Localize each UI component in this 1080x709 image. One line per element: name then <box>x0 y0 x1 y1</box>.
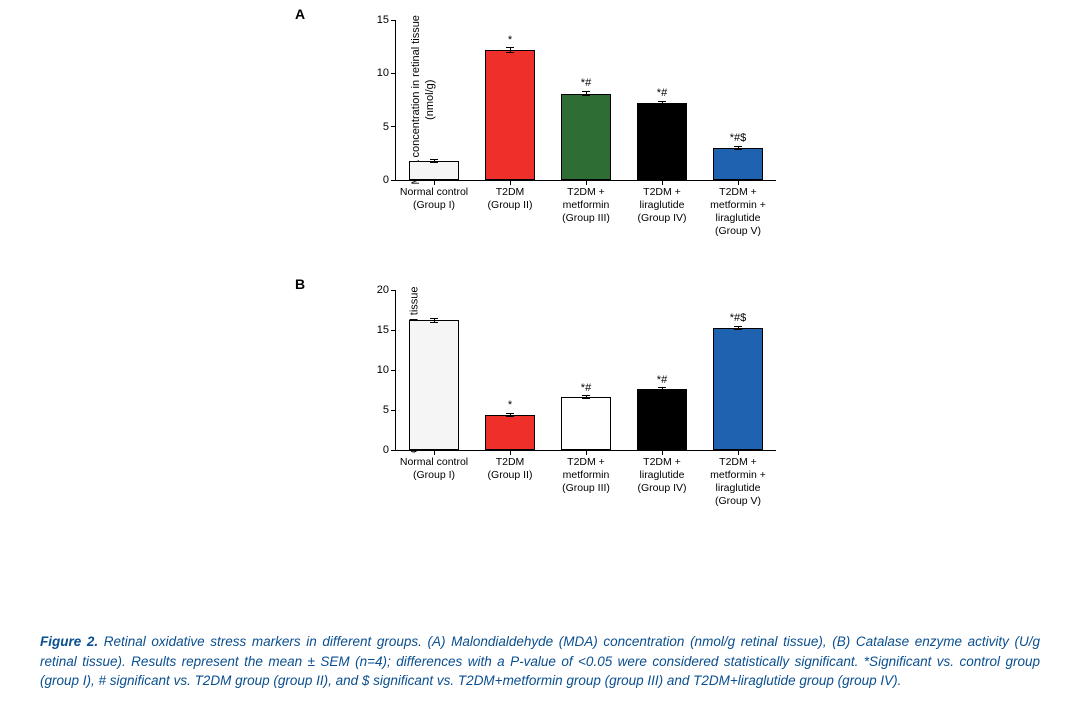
x-tick-label: T2DM +metformin(Group III) <box>562 450 610 495</box>
plot-area-a: 051015Normal control(Group I)*T2DM(Group… <box>395 20 776 181</box>
bar <box>637 389 686 450</box>
caption-lead: Figure 2. <box>40 634 98 649</box>
significance-label: *#$ <box>730 132 747 144</box>
y-tick-label: 0 <box>383 444 396 456</box>
error-cap <box>582 398 590 399</box>
significance-label: *# <box>581 382 591 394</box>
x-tick-label: Normal control(Group I) <box>400 450 468 482</box>
y-tick-label: 20 <box>377 284 396 296</box>
bar <box>485 415 534 450</box>
x-tick-label: T2DM(Group II) <box>488 450 533 482</box>
bar <box>561 94 610 180</box>
bar <box>409 161 458 180</box>
x-tick-label: T2DM +liraglutide(Group IV) <box>637 450 686 495</box>
figure-caption: Figure 2. Retinal oxidative stress marke… <box>40 632 1040 691</box>
error-cap <box>658 101 666 102</box>
error-cap <box>734 326 742 327</box>
x-tick-label: T2DM +metformin(Group III) <box>562 180 610 225</box>
error-cap <box>582 395 590 396</box>
error-cap <box>734 146 742 147</box>
caption-body: Retinal oxidative stress markers in diff… <box>40 634 1040 688</box>
bar <box>485 50 534 180</box>
error-cap <box>506 47 514 48</box>
plot-area-b: 05101520Normal control(Group I)*T2DM(Gro… <box>395 290 776 451</box>
figure-container: A MDA concentration in retinal tissue(nm… <box>0 0 1080 709</box>
panel-b: B CAT concentration in retinal tissue(nm… <box>275 270 805 560</box>
y-tick-label: 5 <box>383 121 396 133</box>
panel-letter-a: A <box>295 6 305 22</box>
error-cap <box>506 413 514 414</box>
x-tick-label: T2DM +metformin +liraglutide(Group V) <box>710 180 766 239</box>
bar <box>409 320 458 450</box>
y-tick-label: 15 <box>377 324 396 336</box>
significance-label: *# <box>657 87 667 99</box>
x-tick-label: Normal control(Group I) <box>400 180 468 212</box>
bar <box>713 328 762 450</box>
x-tick-label: T2DM(Group II) <box>488 180 533 212</box>
y-tick-label: 15 <box>377 14 396 26</box>
bar <box>561 397 610 450</box>
panel-a: A MDA concentration in retinal tissue(nm… <box>275 0 805 260</box>
error-cap <box>734 149 742 150</box>
x-tick-label: T2DM +liraglutide(Group IV) <box>637 180 686 225</box>
x-tick-label: T2DM +metformin +liraglutide(Group V) <box>710 450 766 509</box>
error-cap <box>582 95 590 96</box>
significance-label: *# <box>657 374 667 386</box>
error-cap <box>506 52 514 53</box>
y-tick-label: 5 <box>383 404 396 416</box>
y-tick-label: 0 <box>383 174 396 186</box>
panel-letter-b: B <box>295 276 305 292</box>
error-cap <box>430 322 438 323</box>
error-cap <box>734 329 742 330</box>
error-cap <box>582 91 590 92</box>
error-cap <box>658 387 666 388</box>
significance-label: *# <box>581 77 591 89</box>
bar <box>713 148 762 180</box>
significance-label: *#$ <box>730 312 747 324</box>
y-tick-label: 10 <box>377 67 396 79</box>
error-cap <box>658 105 666 106</box>
bar <box>637 103 686 180</box>
error-cap <box>430 159 438 160</box>
error-cap <box>506 416 514 417</box>
significance-label: * <box>508 34 512 46</box>
error-cap <box>430 162 438 163</box>
significance-label: * <box>508 399 512 411</box>
y-tick-label: 10 <box>377 364 396 376</box>
error-cap <box>658 390 666 391</box>
error-cap <box>430 318 438 319</box>
